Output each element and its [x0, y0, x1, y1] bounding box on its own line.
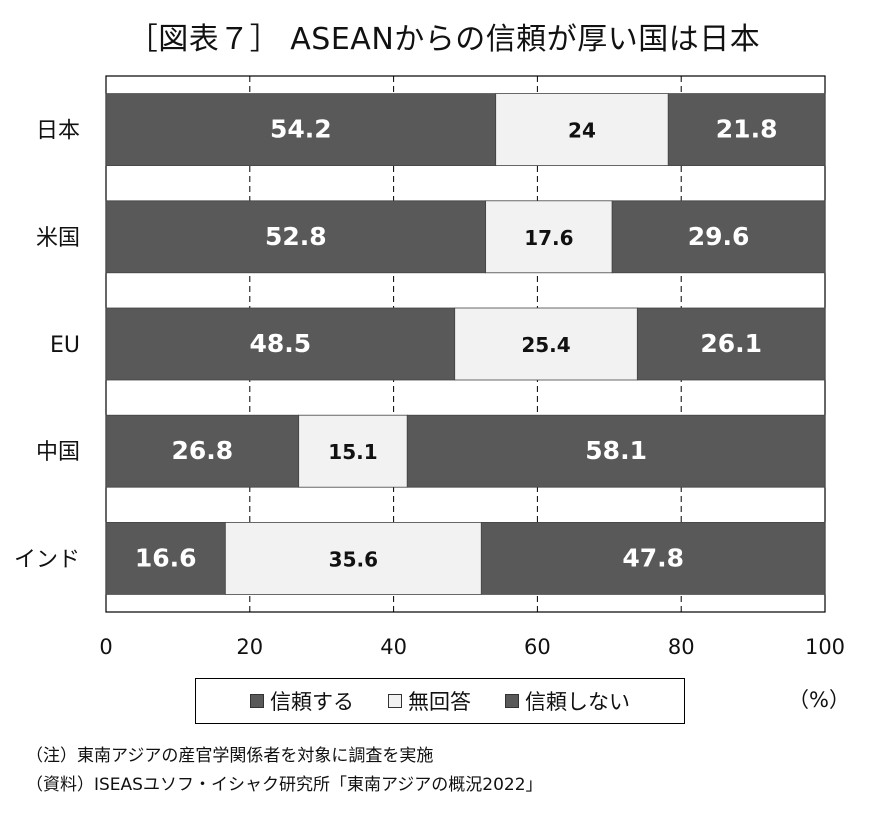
category-label-2: EU — [50, 333, 80, 358]
x-tick-label-80: 80 — [668, 635, 695, 659]
data-label-4-2: 47.8 — [622, 543, 684, 572]
bar-2-0 — [105, 307, 456, 381]
legend-item-distrust: 信頼しない — [505, 686, 630, 716]
legend-item-no-answer: 無回答 — [388, 686, 471, 716]
data-label-3-2: 58.1 — [585, 436, 647, 465]
data-label-1-1: 17.6 — [524, 226, 573, 250]
bar-2-1 — [454, 307, 638, 381]
data-label-3-0: 26.8 — [172, 436, 234, 465]
chart-title: ［図表７］ ASEANからの信頼が厚い国は日本 — [127, 22, 761, 57]
data-label-1-2: 29.6 — [688, 222, 750, 251]
x-tick-label-60: 60 — [524, 635, 551, 659]
bar-3-1 — [298, 414, 408, 488]
data-label-2-1: 25.4 — [521, 333, 570, 357]
chart-legend: 信頼する 無回答 信頼しない — [195, 678, 685, 724]
stacked-bar-chart: 54.2 24 21.8 日本 52.8 17.6 29.6 米国 48.5 25.4 26.1 EU… — [14, 75, 845, 659]
bar-4-2 — [480, 522, 826, 595]
bar-1-1 — [485, 200, 613, 274]
bar-4-1 — [224, 522, 482, 595]
data-label-1-0: 52.8 — [265, 222, 327, 251]
category-label-1: 米国 — [36, 226, 80, 251]
bar-1-0 — [105, 200, 487, 274]
x-tick-label-100: 100 — [805, 635, 845, 659]
data-label-2-2: 26.1 — [700, 329, 762, 358]
legend-label-no-answer: 無回答 — [408, 690, 471, 714]
bar-1-2 — [611, 200, 826, 274]
legend-item-trust: 信頼する — [250, 686, 354, 716]
data-label-4-0: 16.6 — [135, 543, 197, 572]
bar-3-2 — [406, 414, 826, 488]
legend-swatch-no-answer — [388, 694, 402, 708]
legend-swatch-trust — [250, 694, 264, 708]
x-tick-label-20: 20 — [236, 635, 263, 659]
category-label-3: 中国 — [36, 440, 80, 465]
category-label-4: インド — [14, 547, 80, 572]
category-label-0: 日本 — [36, 119, 80, 144]
bar-4-0 — [105, 522, 226, 595]
bar-0-1 — [495, 93, 669, 166]
x-tick-label-40: 40 — [380, 635, 407, 659]
bar-3-0 — [105, 414, 300, 488]
legend-label-trust: 信頼する — [270, 690, 354, 714]
bar-2-2 — [636, 307, 826, 381]
data-label-0-1: 24 — [568, 119, 596, 143]
footnote-note: （注）東南アジアの産官学関係者を対象に調査を実施 — [26, 746, 434, 766]
legend-label-distrust: 信頼しない — [525, 690, 630, 714]
data-label-4-1: 35.6 — [329, 547, 378, 571]
data-label-2-0: 48.5 — [250, 329, 312, 358]
data-label-3-1: 15.1 — [328, 440, 377, 464]
axis-unit-label: （%） — [788, 688, 850, 712]
data-label-0-0: 54.2 — [270, 115, 332, 144]
x-tick-label-0: 0 — [99, 635, 112, 659]
footnote-source: （資料）ISEASユソフ・イシャク研究所「東南アジアの概況2022」 — [26, 775, 543, 795]
footnotes: （注）東南アジアの産官学関係者を対象に調査を実施 （資料）ISEASユソフ・イシ… — [26, 742, 543, 800]
legend-swatch-distrust — [505, 694, 519, 708]
data-label-0-2: 21.8 — [716, 115, 778, 144]
bar-0-2 — [667, 93, 826, 166]
bar-0-0 — [105, 93, 497, 166]
